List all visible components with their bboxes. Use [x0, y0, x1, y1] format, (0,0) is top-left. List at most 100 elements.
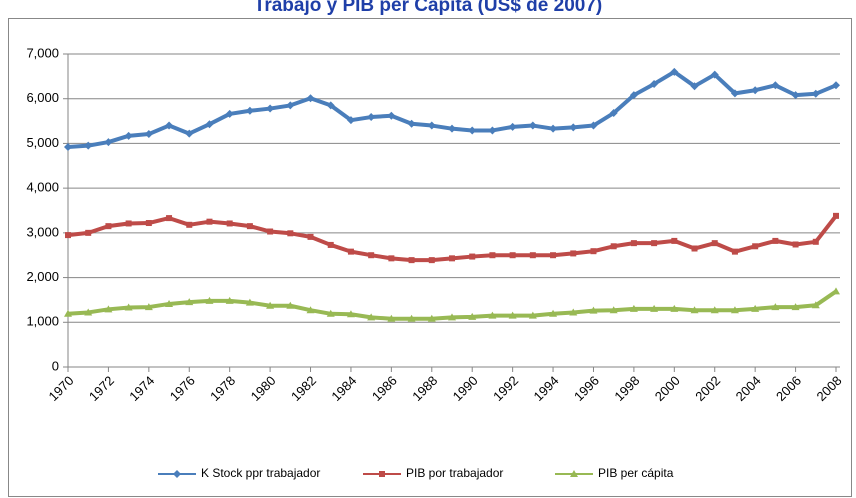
marker — [671, 237, 678, 244]
marker — [347, 248, 354, 255]
y-tick-label: 6,000 — [26, 90, 59, 105]
marker — [387, 111, 396, 120]
marker — [488, 126, 497, 135]
marker — [469, 253, 476, 260]
marker — [206, 218, 213, 225]
marker — [772, 237, 779, 244]
marker — [104, 305, 113, 313]
marker — [609, 109, 618, 118]
marker — [225, 296, 234, 304]
marker — [124, 131, 133, 140]
marker — [468, 312, 477, 320]
marker — [64, 143, 72, 152]
marker — [205, 120, 214, 129]
marker — [266, 104, 275, 113]
marker — [104, 138, 113, 147]
marker — [570, 250, 577, 257]
marker — [165, 121, 174, 130]
y-tick-label: 1,000 — [26, 314, 59, 329]
marker — [326, 101, 335, 110]
legend-marker — [570, 470, 578, 477]
marker — [690, 306, 699, 314]
marker — [549, 124, 558, 133]
marker — [792, 241, 799, 248]
marker — [85, 229, 92, 236]
marker — [549, 309, 558, 317]
marker — [690, 82, 699, 91]
legend-marker — [173, 470, 181, 478]
marker — [346, 310, 355, 318]
marker — [427, 121, 436, 130]
marker — [266, 301, 275, 309]
marker — [367, 313, 376, 321]
marker — [64, 309, 72, 317]
marker — [508, 311, 517, 319]
marker — [245, 106, 254, 115]
marker — [245, 298, 254, 306]
marker — [650, 304, 659, 312]
marker — [589, 306, 598, 314]
marker — [327, 241, 334, 248]
marker — [509, 252, 516, 259]
y-tick-label: 2,000 — [26, 269, 59, 284]
y-tick-label: 5,000 — [26, 135, 59, 150]
marker — [710, 70, 719, 79]
chart-title: Trabajo y PIB per Cápita (US$ de 2007) — [254, 0, 602, 16]
marker — [407, 314, 416, 322]
marker — [267, 228, 274, 235]
marker — [306, 306, 315, 314]
marker — [428, 257, 435, 264]
marker — [286, 101, 295, 110]
marker — [791, 303, 800, 311]
marker — [569, 308, 578, 316]
marker — [307, 233, 314, 240]
marker — [751, 86, 760, 95]
marker — [185, 298, 194, 306]
marker — [427, 314, 436, 322]
marker — [751, 304, 760, 312]
marker — [226, 220, 233, 227]
marker — [731, 248, 738, 255]
marker — [246, 223, 253, 230]
y-tick-label: 3,000 — [26, 224, 59, 239]
legend-label: PIB por trabajador — [406, 466, 503, 480]
marker — [346, 116, 355, 125]
marker — [528, 121, 537, 130]
marker — [165, 299, 174, 307]
legend-label: PIB per cápita — [598, 466, 674, 480]
marker — [811, 89, 820, 98]
marker — [488, 311, 497, 319]
marker — [166, 215, 173, 222]
marker — [144, 130, 153, 139]
y-tick-label: 7,000 — [26, 45, 59, 60]
marker — [468, 126, 477, 135]
marker — [508, 122, 517, 131]
marker — [326, 309, 335, 317]
marker — [752, 243, 759, 250]
marker — [650, 79, 659, 88]
marker — [771, 303, 780, 311]
marker — [710, 306, 719, 314]
marker — [489, 252, 496, 259]
marker — [65, 232, 71, 239]
marker — [609, 306, 618, 314]
marker — [670, 67, 679, 76]
marker — [651, 240, 658, 247]
marker — [145, 220, 152, 227]
marker — [691, 245, 698, 252]
marker — [448, 313, 456, 321]
marker — [407, 119, 416, 128]
marker — [286, 301, 295, 309]
marker — [387, 314, 396, 322]
marker — [629, 91, 638, 100]
marker — [610, 243, 617, 250]
y-tick-label: 4,000 — [26, 180, 59, 195]
marker — [833, 212, 839, 219]
marker — [225, 109, 234, 118]
marker — [367, 113, 376, 122]
legend-marker — [379, 471, 385, 477]
y-tick-label: 0 — [52, 358, 59, 373]
marker — [448, 124, 456, 133]
